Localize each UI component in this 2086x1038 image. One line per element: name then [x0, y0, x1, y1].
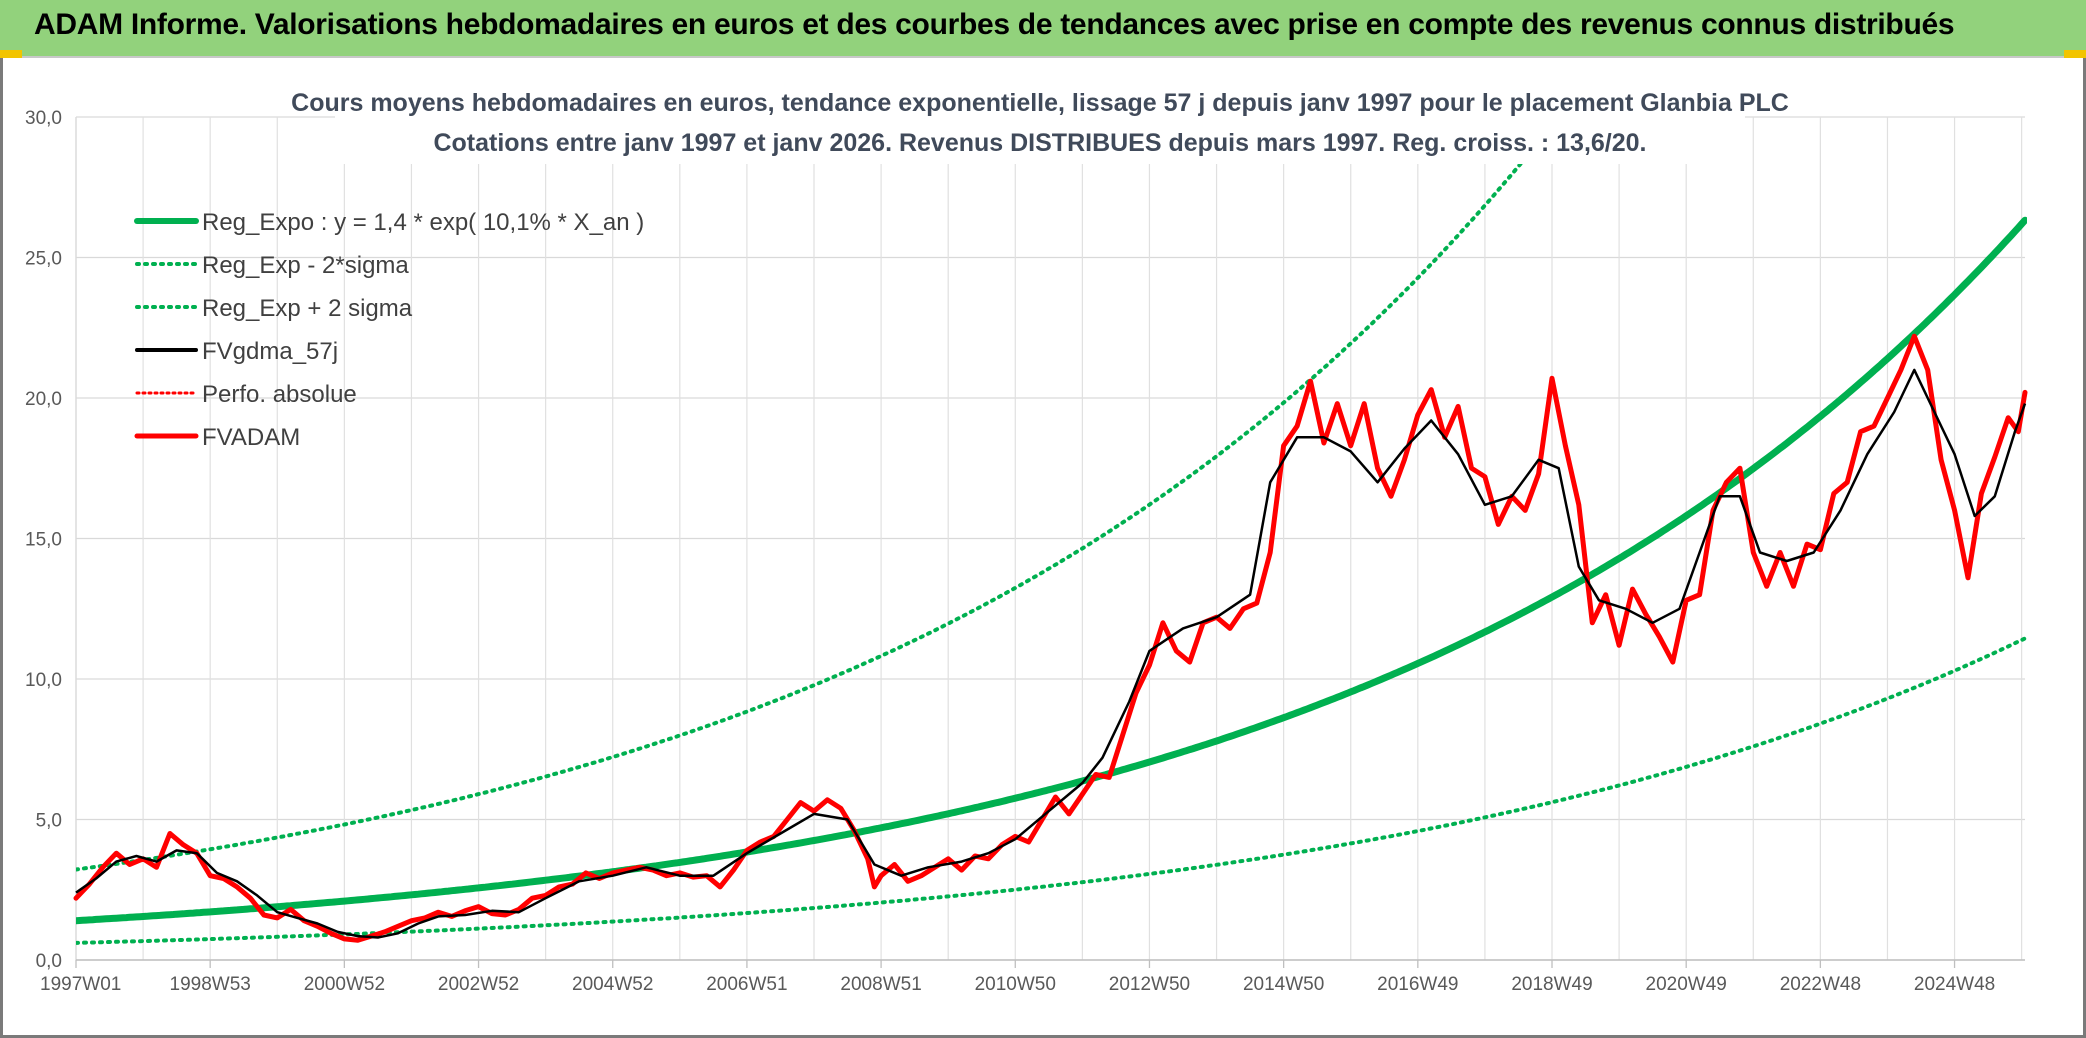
series-fvadam	[73, 333, 2028, 943]
x-tick-label: 2004W52	[572, 974, 653, 995]
y-tick-label: 0,0	[36, 951, 62, 972]
legend-reg-plus-2sigma-label: Reg_Exp + 2 sigma	[202, 295, 413, 322]
legend-reg-minus-2sigma-label: Reg_Exp - 2*sigma	[202, 252, 409, 279]
report-title: ADAM Informe. Valorisations hebdomadaire…	[34, 8, 1955, 41]
x-tick-label: 1998W53	[170, 974, 251, 995]
x-tick-label: 2000W52	[304, 974, 385, 995]
chart-title: Cours moyens hebdomadaires en euros, ten…	[291, 89, 1789, 117]
title-background	[335, 80, 1745, 164]
series-reg-minus-2sigma	[76, 636, 2027, 945]
x-tick-label: 2014W50	[1243, 974, 1324, 995]
y-axis: 0,0 5,0 10,0 15,0 20,0 25,0 30,0	[25, 108, 62, 972]
x-tick-label: 2002W52	[438, 974, 519, 995]
legend-perfo-absolue-label: Perfo. absolue	[202, 381, 357, 408]
x-tick-label: 2008W51	[840, 974, 921, 995]
banner-corner-right	[2064, 50, 2086, 58]
legend: Reg_Expo : y = 1,4 * exp( 10,1% * X_an )…	[134, 209, 644, 451]
legend-fvadam-label: FVADAM	[202, 424, 300, 451]
series-reg-expo	[76, 216, 2027, 925]
y-tick-label: 30,0	[25, 108, 62, 129]
chart-subtitle: Cotations entre janv 1997 et janv 2026. …	[433, 129, 1646, 157]
chart-frame	[0, 58, 2086, 1038]
y-tick-label: 10,0	[25, 670, 62, 691]
x-tick-label: 2006W51	[706, 974, 787, 995]
x-tick-label: 2012W50	[1109, 974, 1190, 995]
x-axis: 1997W01 1998W53 2000W52 2002W52 2004W52 2006W…	[40, 960, 1995, 995]
banner-corner-left	[0, 50, 22, 58]
y-tick-label: 25,0	[25, 249, 62, 270]
x-tick-label: 2016W49	[1377, 974, 1458, 995]
y-tick-label: 5,0	[36, 811, 62, 832]
series-reg-plus-2sigma	[76, 115, 1563, 872]
x-tick-label: 1997W01	[40, 974, 121, 995]
gridlines	[75, 116, 2025, 961]
x-tick-label: 2020W49	[1646, 974, 1727, 995]
y-tick-label: 15,0	[25, 530, 62, 551]
x-tick-label: 2024W48	[1914, 974, 1995, 995]
legend-reg-expo-label: Reg_Expo : y = 1,4 * exp( 10,1% * X_an )	[202, 209, 644, 236]
series-fvgdma-57j	[75, 368, 2027, 939]
series-layer	[73, 115, 2028, 945]
report-banner: ADAM Informe. Valorisations hebdomadaire…	[0, 0, 2086, 58]
x-tick-label: 2018W49	[1511, 974, 1592, 995]
legend-fvgdma-57j-label: FVgdma_57j	[202, 338, 338, 365]
x-tick-label: 2022W48	[1780, 974, 1861, 995]
x-tick-label: 2010W50	[975, 974, 1056, 995]
y-tick-label: 20,0	[25, 389, 62, 410]
